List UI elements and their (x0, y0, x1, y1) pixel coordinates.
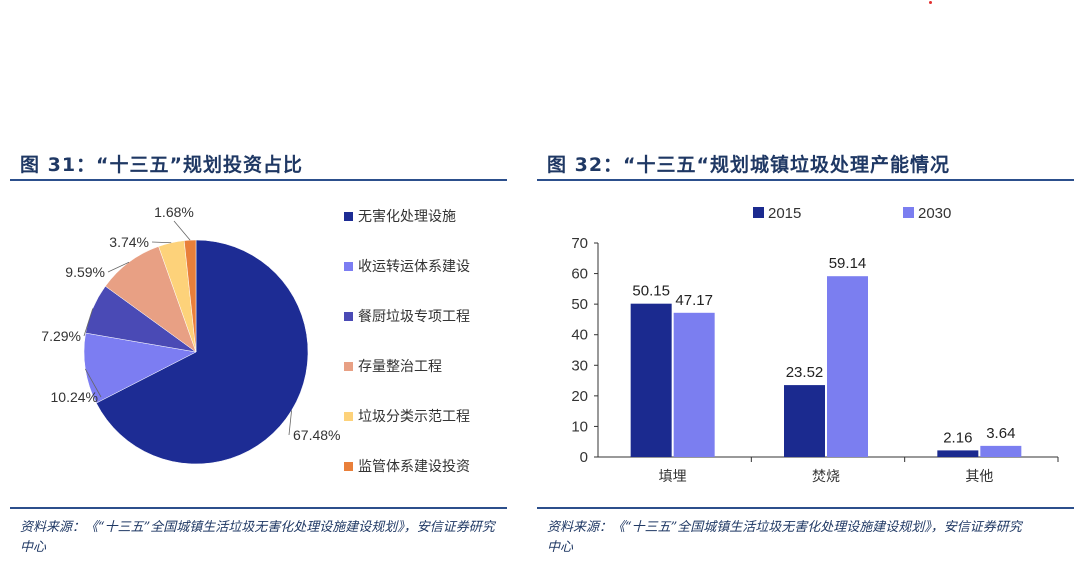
bar-data-label: 59.14 (829, 255, 867, 272)
pie-slice (183, 239, 197, 353)
pie-leader-line (84, 368, 102, 398)
x-tick-label: 焚烧 (812, 469, 840, 485)
figure-31-title: 图 31：“十三五”规划投资占比 (20, 154, 304, 176)
legend-label: 存量整治工程 (358, 359, 442, 375)
legend-swatch (344, 262, 353, 271)
pie-leader-line (288, 410, 292, 436)
bar-data-label: 47.17 (675, 292, 713, 309)
x-tick-label: 其他 (965, 469, 993, 485)
legend-label: 收运转运体系建设 (358, 259, 470, 275)
figure-31-panel: 图 31：“十三五”规划投资占比 67.48% 10.24% 7.29% 9.59% 3… (10, 140, 507, 570)
bottom-divider (537, 507, 1074, 509)
legend-label: 2030 (918, 205, 951, 222)
legend-label: 垃圾分类示范工程 (358, 408, 470, 425)
legend-label: 餐厨垃圾专项工程 (358, 309, 470, 325)
y-tick-label: 10 (571, 418, 588, 435)
pie-data-label: 10.24% (51, 389, 98, 405)
bar-data-label: 3.64 (986, 425, 1015, 442)
y-tick-label: 70 (571, 235, 588, 252)
bar-data-label: 2.16 (943, 429, 972, 446)
figure-31-source: 资料来源：《“十三五”全国城镇生活垃圾无害化处理设施建设规划》，安信证券研究中心 (20, 520, 495, 555)
legend-swatch (903, 207, 914, 218)
legend-swatch (344, 212, 353, 221)
pie-leader-line (151, 241, 172, 244)
legend-swatch (344, 412, 353, 421)
legend-swatch (344, 362, 353, 371)
y-tick-label: 30 (571, 357, 588, 374)
bar-data-label: 50.15 (632, 283, 670, 300)
bar (630, 303, 672, 457)
pie-leader-line (83, 308, 94, 337)
pie-data-label: 1.68% (154, 204, 194, 220)
y-tick-label: 60 (571, 266, 588, 283)
bar (980, 445, 1022, 457)
legend-swatch (753, 207, 764, 218)
y-tick-label: 20 (571, 388, 588, 405)
pie-slice (95, 239, 309, 465)
title-divider (537, 179, 1074, 181)
y-tick-label: 0 (580, 449, 588, 466)
figure-32-title: 图 32：“十三五“规划城镇垃圾处理产能情况 (547, 154, 951, 176)
bar (673, 312, 715, 457)
bar (937, 450, 979, 457)
x-tick-label: 填埋 (659, 469, 687, 485)
pie-data-label: 9.59% (65, 264, 105, 280)
bar (827, 276, 868, 457)
pie-chart: 67.48% 10.24% 7.29% 9.59%3.74% 1.68% 无害化处理设施收… (41, 204, 470, 475)
figure-32-panel: 图 32：“十三五“规划城镇垃圾处理产能情况 0 10 20 30 40 50 60 70 20… (537, 140, 1074, 570)
legend-label: 2015 (768, 205, 801, 222)
title-divider (10, 179, 507, 181)
figure-32-source: 资料来源：《“十三五”全国城镇生活垃圾无害化处理设施建设规划》，安信证券研究中心 (547, 520, 1022, 555)
legend-label: 无害化处理设施 (358, 209, 456, 225)
bar-data-label: 23.52 (786, 364, 824, 381)
pie-data-label: 67.48% (293, 427, 340, 443)
pie-leader-line (173, 220, 191, 241)
y-tick-label: 50 (571, 296, 588, 313)
bottom-divider (10, 507, 507, 509)
legend-swatch (344, 312, 353, 321)
legend-swatch (344, 462, 353, 471)
bar (784, 385, 825, 457)
legend-label: 监管体系建设投资 (358, 459, 470, 475)
pie-leader-line (107, 261, 130, 273)
pie-data-label: 3.74% (109, 234, 149, 250)
pie-data-label: 7.29% (41, 328, 81, 344)
y-tick-label: 40 (571, 327, 588, 344)
red-dot-mark (929, 1, 932, 4)
